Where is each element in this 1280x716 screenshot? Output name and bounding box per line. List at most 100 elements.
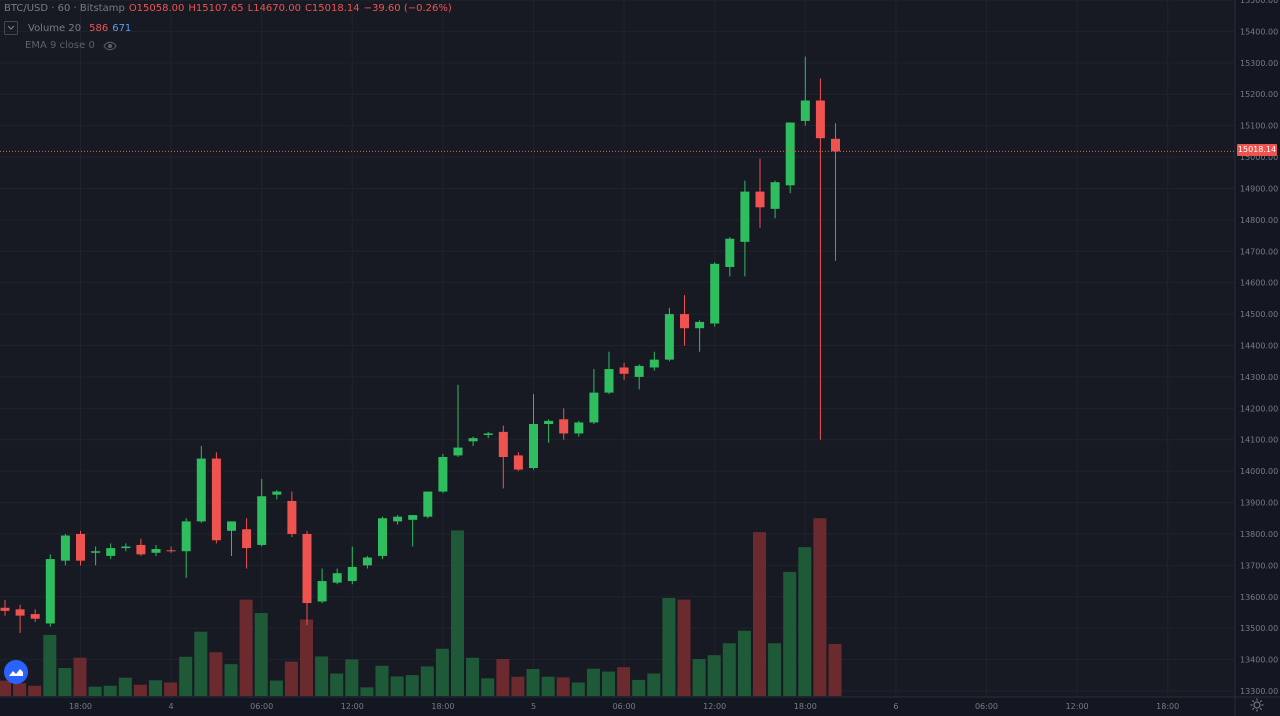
volume-bar	[405, 675, 419, 696]
volume-bar	[73, 657, 87, 696]
volume-bar	[284, 661, 298, 696]
x-axis-tick-label: 06:00	[250, 702, 273, 711]
candle-body	[664, 314, 674, 360]
candle-body	[453, 447, 463, 456]
candle-body	[589, 392, 599, 423]
x-axis-tick-label: 5	[531, 702, 536, 711]
ohlc-close: C15018.14	[304, 3, 360, 14]
candle-body	[45, 559, 55, 624]
collapse-legend-button[interactable]	[4, 21, 18, 35]
symbol-legend: BTC/USD · 60 · Bitstamp O15058.00 H15107…	[4, 3, 452, 14]
candle-body	[831, 138, 840, 152]
candle-body	[710, 263, 720, 324]
candle-body	[755, 191, 765, 208]
x-axis-tick-label: 18:00	[69, 702, 92, 711]
y-axis-tick-label: 14500.00	[1240, 310, 1278, 319]
y-axis-tick-label: 15500.00	[1240, 0, 1278, 5]
volume-bar	[194, 631, 208, 696]
candle-body	[408, 515, 418, 520]
candle-body	[30, 614, 40, 619]
y-axis-tick-label: 14900.00	[1240, 184, 1278, 193]
volume-bar	[451, 530, 464, 696]
candle-body	[257, 496, 267, 545]
volume-bar	[556, 677, 570, 696]
volume-bar	[496, 659, 510, 696]
volume-bar	[254, 613, 268, 696]
chart-plot-area[interactable]	[0, 0, 1235, 697]
ohlc-low: L14670.00	[247, 3, 301, 14]
volume-bar	[58, 668, 72, 696]
y-axis-tick-label: 14600.00	[1240, 279, 1278, 288]
volume-bar	[586, 668, 600, 696]
volume-bar	[602, 671, 615, 696]
volume-bar	[632, 679, 646, 696]
candle-body	[136, 544, 146, 555]
x-axis-tick-label: 06:00	[975, 702, 998, 711]
candle-body	[272, 491, 282, 495]
eye-icon[interactable]	[103, 41, 117, 51]
volume-bar	[390, 676, 404, 696]
candle-body	[559, 419, 569, 434]
candle-body	[76, 533, 85, 561]
volume-bar	[798, 547, 812, 696]
candle-body	[0, 607, 10, 611]
candle-body	[604, 369, 614, 393]
x-axis[interactable]: 18:00 4 06:00 12:00 18:00 5 06:00 12:00 18:00 6 06…	[0, 696, 1280, 711]
candle-body	[317, 581, 327, 602]
candle-body	[649, 359, 659, 368]
candle-body	[227, 521, 236, 531]
candle-body	[121, 546, 131, 549]
candle-body	[574, 422, 584, 434]
volume-indicator-label[interactable]: Volume 20	[28, 22, 82, 34]
volume-value-up: 671	[112, 22, 132, 34]
settings-gear-icon[interactable]	[1249, 697, 1265, 713]
ohlc-change: −39.60 (−0.26%)	[363, 3, 452, 14]
last-price-label: 15018.14	[1237, 144, 1277, 156]
candle-body	[151, 549, 161, 553]
y-axis-tick-label: 14100.00	[1240, 436, 1278, 445]
x-axis-tick-label: 4	[169, 702, 174, 711]
volume-value-down: 586	[89, 22, 109, 34]
y-axis[interactable]: 13300.00 13400.00 13500.00 13600.00 13700.00…	[1234, 0, 1280, 716]
candle-body	[302, 533, 312, 604]
volume-bar	[118, 677, 132, 696]
x-axis-tick-label: 18:00	[1156, 702, 1179, 711]
candle-body	[800, 100, 810, 121]
volume-bar	[647, 673, 661, 696]
tradingview-logo-icon[interactable]	[4, 660, 28, 684]
y-axis-tick-label: 15100.00	[1240, 122, 1278, 131]
candle-body	[438, 457, 448, 492]
candle-body	[785, 122, 795, 186]
volume-bar	[481, 678, 495, 696]
volume-bar	[88, 686, 102, 696]
symbol-title[interactable]: BTC/USD · 60 · Bitstamp	[4, 3, 125, 14]
y-axis-tick-label: 14400.00	[1240, 342, 1278, 351]
volume-bar	[707, 655, 721, 696]
candle-body	[544, 420, 554, 425]
candle-body	[468, 438, 478, 442]
y-axis-tick-label: 15300.00	[1240, 59, 1278, 68]
candle-body	[423, 491, 433, 517]
y-axis-tick-label: 15000.00	[1240, 153, 1278, 162]
candle-body	[242, 529, 252, 549]
volume-bar	[330, 673, 344, 696]
y-axis-tick-label: 13400.00	[1240, 656, 1278, 665]
candle-body	[106, 548, 116, 556]
x-axis-tick-label: 18:00	[431, 702, 454, 711]
volume-bar	[300, 619, 313, 696]
candle-body	[196, 458, 206, 522]
volume-bar	[420, 666, 434, 696]
volume-bar	[28, 685, 42, 696]
x-axis-tick-label: 18:00	[794, 702, 817, 711]
volume-bar	[768, 643, 782, 696]
grid-lines	[0, 0, 1235, 697]
volume-bar	[224, 664, 238, 696]
candle-body	[181, 521, 191, 552]
candle-body	[695, 321, 705, 329]
candle-body	[680, 314, 689, 329]
chevron-down-icon	[7, 25, 15, 30]
ema-indicator-label[interactable]: EMA 9 close 0	[25, 40, 95, 51]
candle-body	[91, 551, 101, 553]
y-axis-tick-label: 13900.00	[1240, 499, 1278, 508]
